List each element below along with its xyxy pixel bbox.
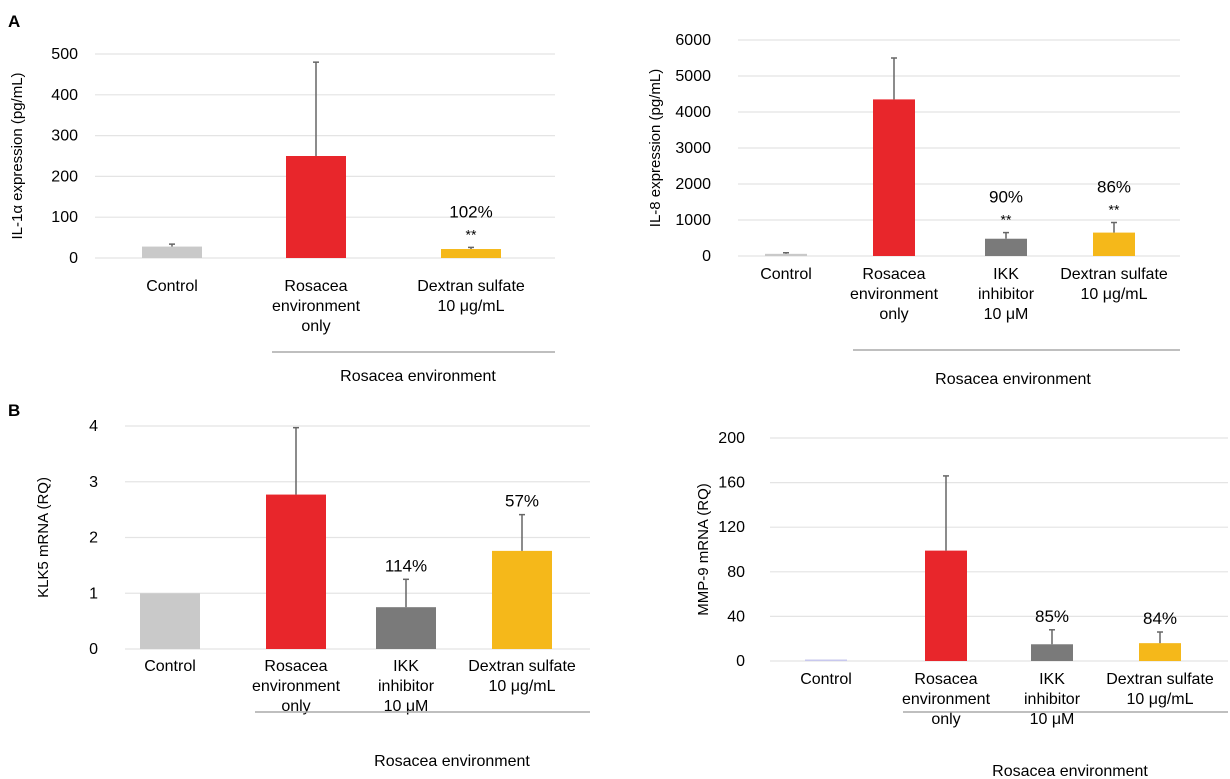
il1a-chart: 0 100 200 300 400 500 IL-1α expression (pg/mL)… bbox=[9, 46, 555, 385]
group-label: Rosacea environment bbox=[374, 753, 530, 770]
category-label: environment bbox=[252, 678, 341, 695]
bar bbox=[266, 494, 326, 649]
percent-label: 84% bbox=[1143, 609, 1177, 628]
category-label: inhibitor bbox=[978, 286, 1035, 303]
y-tick-label: 400 bbox=[51, 87, 78, 104]
percent-label: 86% bbox=[1097, 178, 1131, 197]
group-label: Rosacea environment bbox=[935, 371, 1091, 388]
category-label: environment bbox=[850, 286, 939, 303]
category-label: Rosacea bbox=[284, 278, 347, 295]
category-label: Dextran sulfate bbox=[417, 278, 525, 295]
il8-chart: 0 1000 2000 3000 4000 5000 6000 IL-8 expression… bbox=[647, 32, 1180, 388]
y-tick-label: 200 bbox=[718, 430, 745, 447]
bar bbox=[1093, 232, 1135, 256]
bar bbox=[1031, 644, 1073, 661]
bar bbox=[140, 593, 200, 649]
klk5-chart: 0 1 2 3 4 KLK5 mRNA (RQ) Control Rosacea environ… bbox=[35, 418, 590, 770]
y-tick-label: 2 bbox=[89, 530, 98, 547]
percent-label: 114% bbox=[385, 556, 427, 575]
category-label: only bbox=[281, 698, 310, 715]
bar bbox=[805, 659, 847, 661]
y-tick-label: 0 bbox=[702, 248, 711, 265]
y-tick-label: 1000 bbox=[675, 212, 711, 229]
bar bbox=[376, 607, 436, 649]
percent-label: 85% bbox=[1035, 607, 1069, 626]
y-tick-label: 500 bbox=[51, 46, 78, 63]
bar bbox=[286, 156, 346, 258]
category-label: 10 μg/mL bbox=[1126, 691, 1193, 708]
category-label: IKK bbox=[993, 266, 1019, 283]
category-label: 10 μM bbox=[384, 698, 429, 715]
bar bbox=[142, 246, 202, 258]
category-label: IKK bbox=[1039, 671, 1065, 688]
bar bbox=[492, 550, 552, 649]
y-tick-label: 4000 bbox=[675, 104, 711, 121]
category-label: Rosacea bbox=[862, 266, 925, 283]
category-label: only bbox=[931, 711, 960, 728]
y-tick-label: 3 bbox=[89, 474, 98, 491]
significance-label: ** bbox=[1001, 212, 1012, 228]
category-label: inhibitor bbox=[378, 678, 435, 695]
y-tick-label: 300 bbox=[51, 128, 78, 145]
y-tick-label: 6000 bbox=[675, 32, 711, 49]
y-axis-label: KLK5 mRNA (RQ) bbox=[35, 477, 52, 598]
y-tick-label: 40 bbox=[727, 608, 745, 625]
y-axis-label: IL-8 expression (pg/mL) bbox=[647, 69, 664, 227]
y-axis-label: MMP-9 mRNA (RQ) bbox=[695, 483, 712, 616]
panel-label-b: B bbox=[8, 401, 20, 420]
category-label: Dextran sulfate bbox=[468, 658, 576, 675]
category-label: 10 μM bbox=[984, 306, 1029, 323]
percent-label: 57% bbox=[505, 492, 539, 511]
category-label: 10 μM bbox=[1030, 711, 1075, 728]
category-label: 10 μg/mL bbox=[1080, 286, 1147, 303]
category-label: IKK bbox=[393, 658, 419, 675]
bar bbox=[1139, 643, 1181, 661]
category-label: Rosacea bbox=[914, 671, 977, 688]
y-tick-label: 80 bbox=[727, 564, 745, 581]
category-label: only bbox=[879, 306, 908, 323]
significance-label: ** bbox=[466, 226, 477, 242]
category-label: only bbox=[301, 318, 330, 335]
percent-label: 90% bbox=[989, 188, 1023, 207]
bar bbox=[985, 238, 1027, 256]
y-tick-label: 200 bbox=[51, 168, 78, 185]
category-label: 10 μg/mL bbox=[488, 678, 555, 695]
group-label: Rosacea environment bbox=[340, 368, 496, 385]
category-label: Rosacea bbox=[264, 658, 327, 675]
y-tick-label: 3000 bbox=[675, 140, 711, 157]
bar bbox=[925, 550, 967, 661]
bar bbox=[765, 253, 807, 256]
percent-label: 102% bbox=[449, 202, 492, 221]
category-label: inhibitor bbox=[1024, 691, 1081, 708]
y-tick-label: 0 bbox=[736, 653, 745, 670]
y-tick-label: 160 bbox=[718, 475, 745, 492]
category-label: Control bbox=[144, 658, 196, 675]
panel-label-a: A bbox=[8, 12, 20, 31]
y-tick-label: 120 bbox=[718, 519, 745, 536]
y-tick-label: 4 bbox=[89, 418, 98, 435]
category-label: 10 μg/mL bbox=[437, 298, 504, 315]
category-label: Control bbox=[800, 671, 852, 688]
group-label: Rosacea environment bbox=[992, 763, 1148, 779]
category-label: Dextran sulfate bbox=[1106, 671, 1214, 688]
category-label: environment bbox=[902, 691, 991, 708]
category-label: Control bbox=[146, 278, 198, 295]
category-label: environment bbox=[272, 298, 361, 315]
bar bbox=[441, 249, 501, 258]
significance-label: ** bbox=[1109, 202, 1120, 218]
y-axis-label: IL-1α expression (pg/mL) bbox=[9, 72, 26, 239]
y-tick-label: 2000 bbox=[675, 176, 711, 193]
mmp9-chart: 0 40 80 120 160 200 MMP-9 mRNA (RQ) Control Rosa… bbox=[695, 430, 1228, 779]
category-label: Control bbox=[760, 266, 812, 283]
y-tick-label: 0 bbox=[69, 250, 78, 267]
bar bbox=[873, 99, 915, 257]
y-tick-label: 1 bbox=[89, 585, 98, 602]
y-tick-label: 5000 bbox=[675, 68, 711, 85]
y-tick-label: 0 bbox=[89, 641, 98, 658]
category-label: Dextran sulfate bbox=[1060, 266, 1168, 283]
y-tick-label: 100 bbox=[51, 209, 78, 226]
